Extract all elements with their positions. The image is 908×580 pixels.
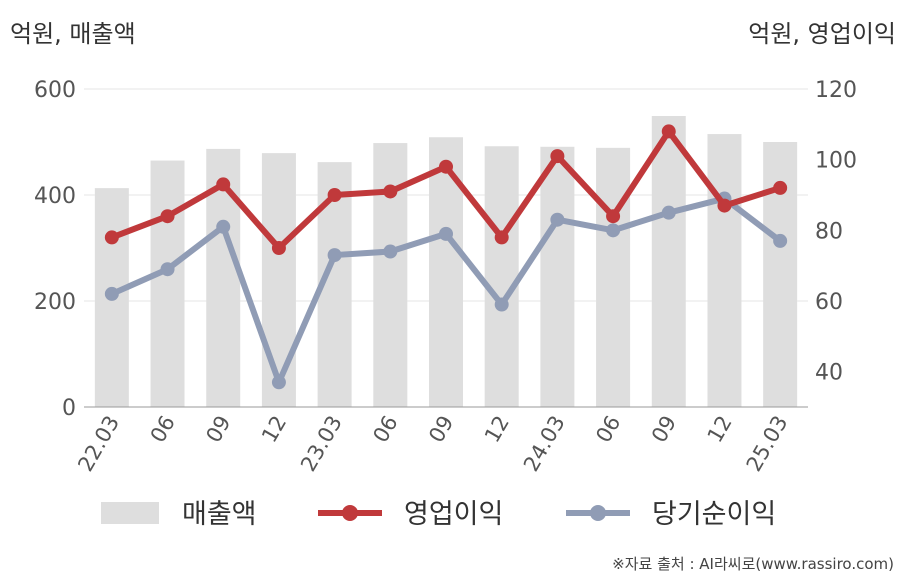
source-note: ※자료 출처 : AI라씨로(www.rassiro.com) [612,555,894,573]
net-income-point [104,286,119,301]
operating-profit-point [216,177,231,192]
net-income-point [327,248,342,263]
net-income-point [383,244,398,259]
legend-label-revenue: 매출액 [182,499,257,530]
bar-revenue [707,134,742,408]
x-tick-label: 23.03 [296,412,347,476]
bar-revenue [261,153,296,407]
x-tick-label: 09 [201,412,235,447]
right-axis-unit: 억원, 영업이익 [748,20,896,48]
legend-swatch-revenue [101,502,159,524]
y-left-tick-label: 0 [62,396,76,421]
net-income-point [160,262,175,277]
operating-profit-point [494,230,509,245]
bar-revenue [373,143,408,407]
x-tick-label: 25.03 [742,412,793,476]
net-income-point [439,226,453,241]
bar-revenue [540,146,575,407]
x-tick-label: 12 [257,412,291,447]
operating-profit-point [606,209,621,224]
operating-profit-point [550,149,565,164]
x-tick-label: 12 [703,412,737,447]
legend-marker-operating-profit [342,505,358,521]
bar-revenue [150,160,185,407]
net-income-point [773,233,788,248]
x-tick-label: 24.03 [519,412,570,476]
legend-label-net-income: 당기순이익 [652,499,776,530]
x-tick-label: 09 [647,412,681,447]
net-income-point [606,223,621,238]
net-income-point [494,297,509,312]
y-right-tick-label: 40 [815,361,843,386]
operating-profit-point [661,124,676,139]
y-left-tick-label: 200 [34,290,76,315]
operating-profit-point [327,188,342,202]
y-right-tick-label: 80 [815,219,843,244]
y-left-tick-label: 600 [34,78,76,103]
x-tick-label: 12 [480,412,514,447]
operating-profit-point [717,198,732,213]
operating-profit-point [773,180,788,195]
legend-marker-net-income [590,505,606,521]
y-right-tick-label: 100 [815,149,857,174]
bar-revenue [651,116,686,407]
left-axis-unit: 억원, 매출액 [10,20,136,48]
operating-profit-point [439,159,453,174]
x-tick-label: 22.03 [73,412,124,476]
bar-revenue [484,146,519,408]
net-income-point [661,205,676,220]
x-tick-label: 06 [146,412,180,447]
operating-profit-point [104,230,119,245]
y-right-tick-label: 120 [815,78,857,103]
operating-profit-point [383,184,398,199]
net-income-point [550,212,565,227]
net-income-point [216,219,231,234]
x-tick-label: 09 [424,412,458,447]
net-income-point [271,375,286,390]
bar-revenue [596,147,631,407]
y-left-tick-label: 400 [34,184,76,209]
y-right-tick-label: 60 [815,290,843,315]
legend-label-operating-profit: 영업이익 [404,499,503,530]
x-tick-label: 06 [591,412,625,447]
operating-profit-point [160,209,175,224]
operating-profit-point [271,241,286,255]
x-tick-label: 06 [368,412,402,447]
